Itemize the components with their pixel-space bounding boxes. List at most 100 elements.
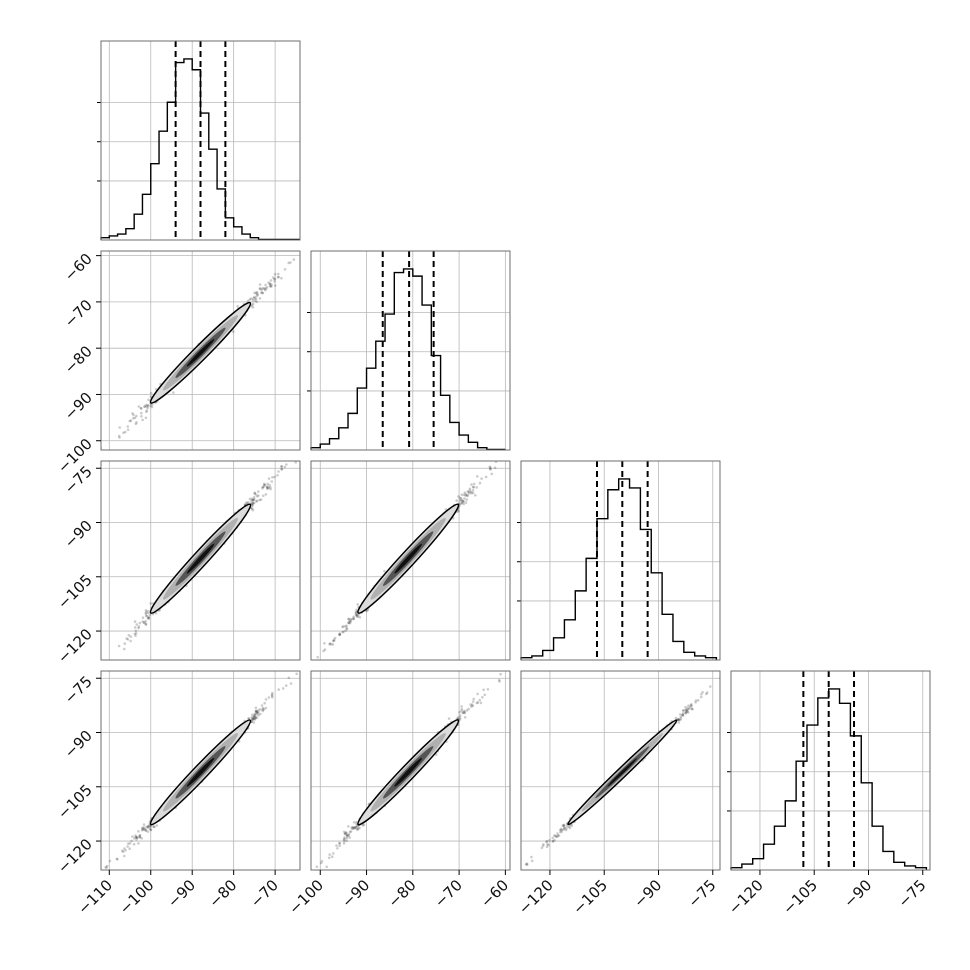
sample-point [504,666,507,669]
sample-point [255,712,259,715]
sample-point [331,643,335,646]
sample-point [123,847,126,850]
sample-point [252,498,256,502]
sample-point [273,277,276,281]
sample-point [118,436,121,439]
sample-point [270,694,274,698]
joint-panel-1-0 [100,250,301,451]
sample-point [568,826,572,830]
sample-point [455,499,459,502]
sample-point [146,617,150,620]
sample-point [463,711,466,715]
sample-point [563,826,566,830]
joint-panel-2-0 [86,450,305,674]
sample-point [253,491,256,495]
sample-point [705,691,709,694]
sample-point [250,504,254,507]
sample-point [253,716,256,720]
sample-point [562,828,565,831]
sample-point [554,835,558,839]
sample-point [570,824,574,828]
sample-point [338,632,342,635]
sample-point [294,461,298,464]
sample-point [148,827,152,830]
sample-point [322,649,325,653]
sample-point [564,828,568,832]
sample-point [86,671,89,674]
sample-point [134,629,138,633]
sample-point [267,696,271,699]
sample-point [251,713,254,717]
sample-point [250,303,254,307]
ytick-label-axis2: −90 [61,517,96,552]
sample-point [277,272,280,276]
sample-point [126,428,130,432]
sample-point [295,672,299,676]
sample-point [147,617,151,620]
sample-point [133,626,137,629]
sample-point [338,633,342,636]
density-contour-3 [186,757,215,787]
sample-point [468,489,472,493]
sample-point [679,718,682,722]
sample-point [105,866,108,869]
sample-point [262,494,265,498]
sample-point [302,879,305,882]
sample-point [277,688,281,691]
sample-point [329,643,333,646]
sample-point [266,487,269,491]
sample-point [257,708,260,712]
sample-point [123,854,126,858]
sample-point [694,699,698,702]
sample-point [358,826,361,830]
sample-point [463,710,467,714]
sample-point [336,847,339,850]
sample-point [149,602,152,605]
sample-point [460,493,464,497]
sample-point [146,404,150,407]
sample-point [490,472,494,476]
sample-point [267,281,270,284]
sample-point [357,827,360,830]
sample-point [116,858,119,861]
sample-point [461,499,465,503]
sample-point [137,830,140,833]
sample-point [253,295,256,299]
xtick-label-axis1: −70 [431,876,466,911]
sample-point [459,502,463,505]
sample-point [691,707,694,711]
sample-point [679,717,683,720]
sample-point [472,482,476,486]
sample-point [562,823,565,827]
sample-point [251,508,255,512]
sample-point [676,718,680,721]
sample-point [463,716,467,719]
sample-point [283,465,287,469]
sample-point [458,711,461,714]
sample-point [263,287,267,291]
sample-point [349,620,352,624]
sample-point [259,498,263,501]
joint-content [524,677,720,866]
sample-point [256,293,260,297]
sample-point [142,826,146,829]
sample-point [254,710,258,713]
sample-point [679,715,683,719]
sample-point [354,825,358,829]
sample-point [253,296,257,300]
sample-point [232,330,235,333]
sample-point [541,413,544,416]
sample-point [498,680,501,683]
sample-point [259,287,262,291]
sample-point [302,450,305,453]
sample-point [271,691,274,695]
sample-point [134,422,138,426]
sample-point [280,465,283,468]
sample-point [460,707,464,711]
sample-point [256,494,260,497]
sample-point [263,701,267,705]
sample-point [464,494,468,497]
sample-point [554,834,557,838]
joint-content [104,672,299,869]
sample-point [254,706,258,710]
